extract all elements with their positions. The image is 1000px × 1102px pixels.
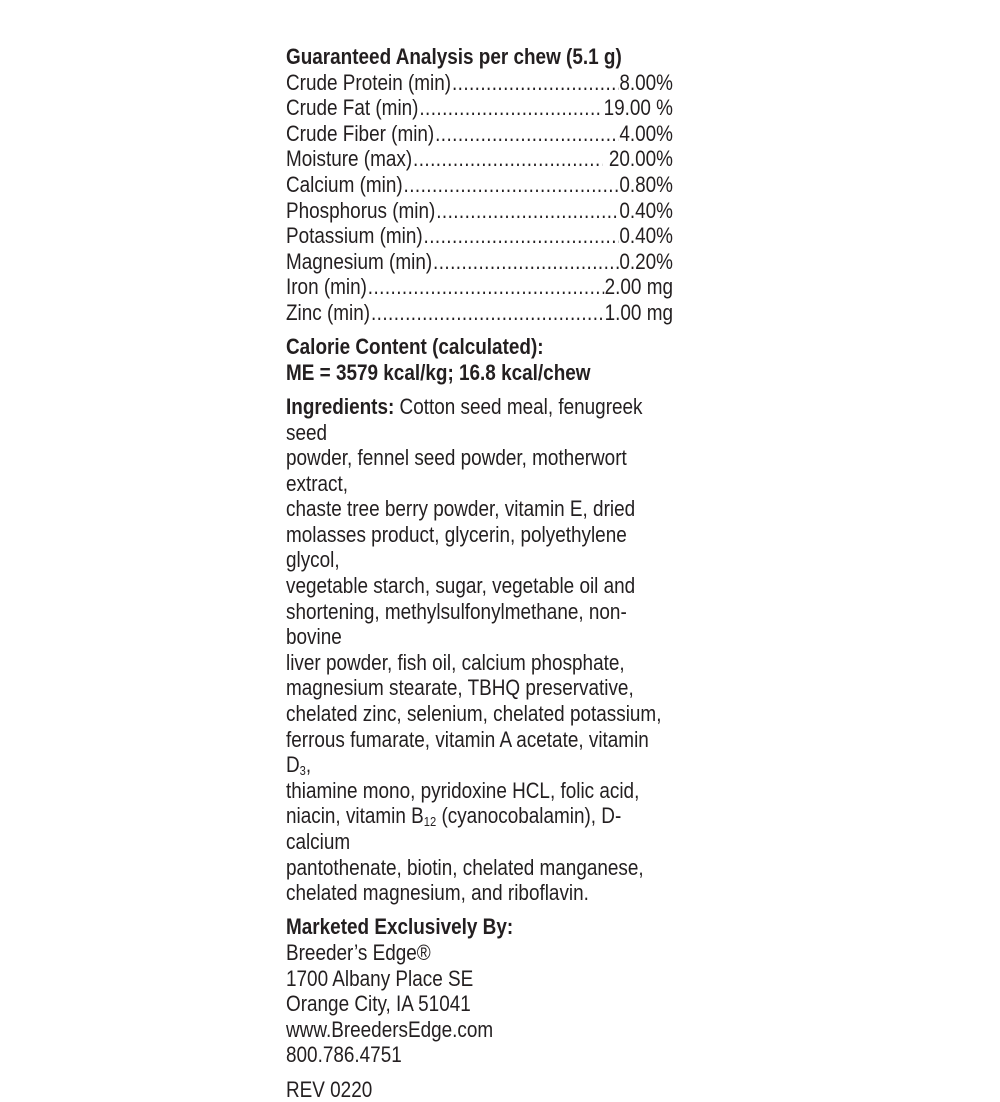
ingredients-line: chelated zinc, selenium, chelated potass…	[286, 701, 662, 727]
dot-leader	[435, 121, 618, 147]
nutrient-name: Magnesium (min)	[286, 248, 433, 274]
ingredients-text: niacin, vitamin B	[286, 803, 424, 829]
analysis-row: Crude Fiber (min) 4.00%	[286, 121, 673, 147]
ingredients-line: liver powder, fish oil, calcium phosphat…	[286, 649, 625, 675]
nutrient-value: 0.20%	[619, 248, 673, 274]
dot-leader	[413, 146, 603, 172]
dot-leader	[404, 172, 619, 198]
dot-leader	[368, 274, 604, 300]
dot-leader	[452, 70, 619, 96]
ingredients-line: chelated magnesium, and riboflavin.	[286, 880, 589, 906]
nutrient-value: 0.40%	[619, 197, 673, 223]
nutrient-value: 0.40%	[619, 223, 673, 249]
dot-leader	[436, 198, 618, 224]
analysis-row: Calcium (min) 0.80%	[286, 172, 673, 198]
ingredients-text: ,	[305, 752, 312, 778]
dot-leader	[371, 300, 604, 326]
analysis-row: Zinc (min) 1.00 mg	[286, 300, 673, 326]
marketer-website: www.BreedersEdge.com	[286, 1016, 494, 1042]
nutrient-name: Calcium (min)	[286, 171, 403, 197]
analysis-row: Crude Fat (min) 19.00 %	[286, 95, 673, 121]
nutrient-value: 2.00 mg	[604, 274, 673, 300]
ingredients-label: Ingredients:	[286, 393, 395, 419]
nutrient-value: 8.00%	[619, 69, 673, 95]
nutrient-name: Potassium (min)	[286, 223, 423, 249]
ingredients-line: niacin, vitamin B12 (cyanocobalamin), D-…	[286, 803, 673, 854]
nutrient-value: 20.00%	[603, 146, 673, 172]
calorie-title: Calorie Content (calculated):	[286, 334, 544, 360]
nutrient-name: Iron (min)	[286, 274, 367, 300]
subscript: 12	[423, 814, 437, 830]
analysis-row: Moisture (max) 20.00%	[286, 146, 673, 172]
ingredients-line: powder, fennel seed powder, motherwort e…	[286, 445, 627, 496]
ingredients-line: pantothenate, biotin, chelated manganese…	[286, 854, 644, 880]
ingredients-line: vegetable starch, sugar, vegetable oil a…	[286, 573, 636, 599]
nutrient-value: 1.00 mg	[604, 299, 673, 325]
calorie-section: Calorie Content (calculated): ME = 3579 …	[286, 334, 673, 385]
ingredients-line: Cotton seed meal, fenugreek seed	[286, 393, 643, 445]
nutrient-name: Crude Fiber (min)	[286, 120, 435, 146]
analysis-title: Guaranteed Analysis per chew (5.1 g)	[286, 44, 622, 69]
marketer-title: Marketed Exclusively By:	[286, 914, 514, 940]
ingredients-line: shortening, methylsulfonylmethane, non-b…	[286, 598, 627, 650]
marketer-city: Orange City, IA 51041	[286, 991, 471, 1017]
label-panel: Guaranteed Analysis per chew (5.1 g) Cru…	[286, 44, 673, 1102]
ingredients-text: ferrous fumarate, vitamin A acetate, vit…	[286, 726, 649, 778]
nutrient-name: Zinc (min)	[286, 299, 371, 325]
ingredients-section: Ingredients: Cotton seed meal, fenugreek…	[286, 394, 673, 906]
dot-leader	[419, 95, 602, 121]
nutrient-value: 4.00%	[619, 120, 673, 146]
ingredients-line: molasses product, glycerin, polyethylene…	[286, 521, 627, 573]
analysis-row: Magnesium (min) 0.20%	[286, 249, 673, 275]
ingredients-line: magnesium stearate, TBHQ preservative,	[286, 675, 634, 701]
analysis-row: Potassium (min) 0.40%	[286, 223, 673, 249]
ingredients-line: thiamine mono, pyridoxine HCL, folic aci…	[286, 777, 640, 803]
dot-leader	[433, 249, 618, 275]
nutrient-name: Phosphorus (min)	[286, 197, 436, 223]
calorie-value: ME = 3579 kcal/kg; 16.8 kcal/chew	[286, 359, 591, 385]
analysis-row: Crude Protein (min) 8.00%	[286, 70, 673, 96]
ingredients-line: chaste tree berry powder, vitamin E, dri…	[286, 496, 636, 522]
nutrient-name: Crude Fat (min)	[286, 95, 419, 121]
nutrient-name: Crude Protein (min)	[286, 69, 452, 95]
marketer-phone: 800.786.4751	[286, 1042, 402, 1068]
analysis-row: Phosphorus (min) 0.40%	[286, 198, 673, 224]
nutrient-name: Moisture (max)	[286, 146, 413, 172]
analysis-table: Crude Protein (min) 8.00% Crude Fat (min) 1…	[286, 70, 673, 326]
subscript: 3	[299, 763, 306, 779]
dot-leader	[424, 223, 619, 249]
ingredients-line: ferrous fumarate, vitamin A acetate, vit…	[286, 727, 673, 778]
marketer-address: 1700 Albany Place SE	[286, 965, 474, 991]
marketer-section: Marketed Exclusively By: Breeder’s Edge®…	[286, 914, 673, 1068]
nutrient-value: 19.00 %	[603, 95, 673, 121]
marketer-name: Breeder’s Edge®	[286, 939, 431, 965]
nutrient-value: 0.80%	[619, 171, 673, 197]
revision: REV 0220	[286, 1076, 373, 1102]
analysis-row: Iron (min) 2.00 mg	[286, 274, 673, 300]
ingredients-text: (cyanocobalamin), D-calcium	[286, 803, 622, 854]
